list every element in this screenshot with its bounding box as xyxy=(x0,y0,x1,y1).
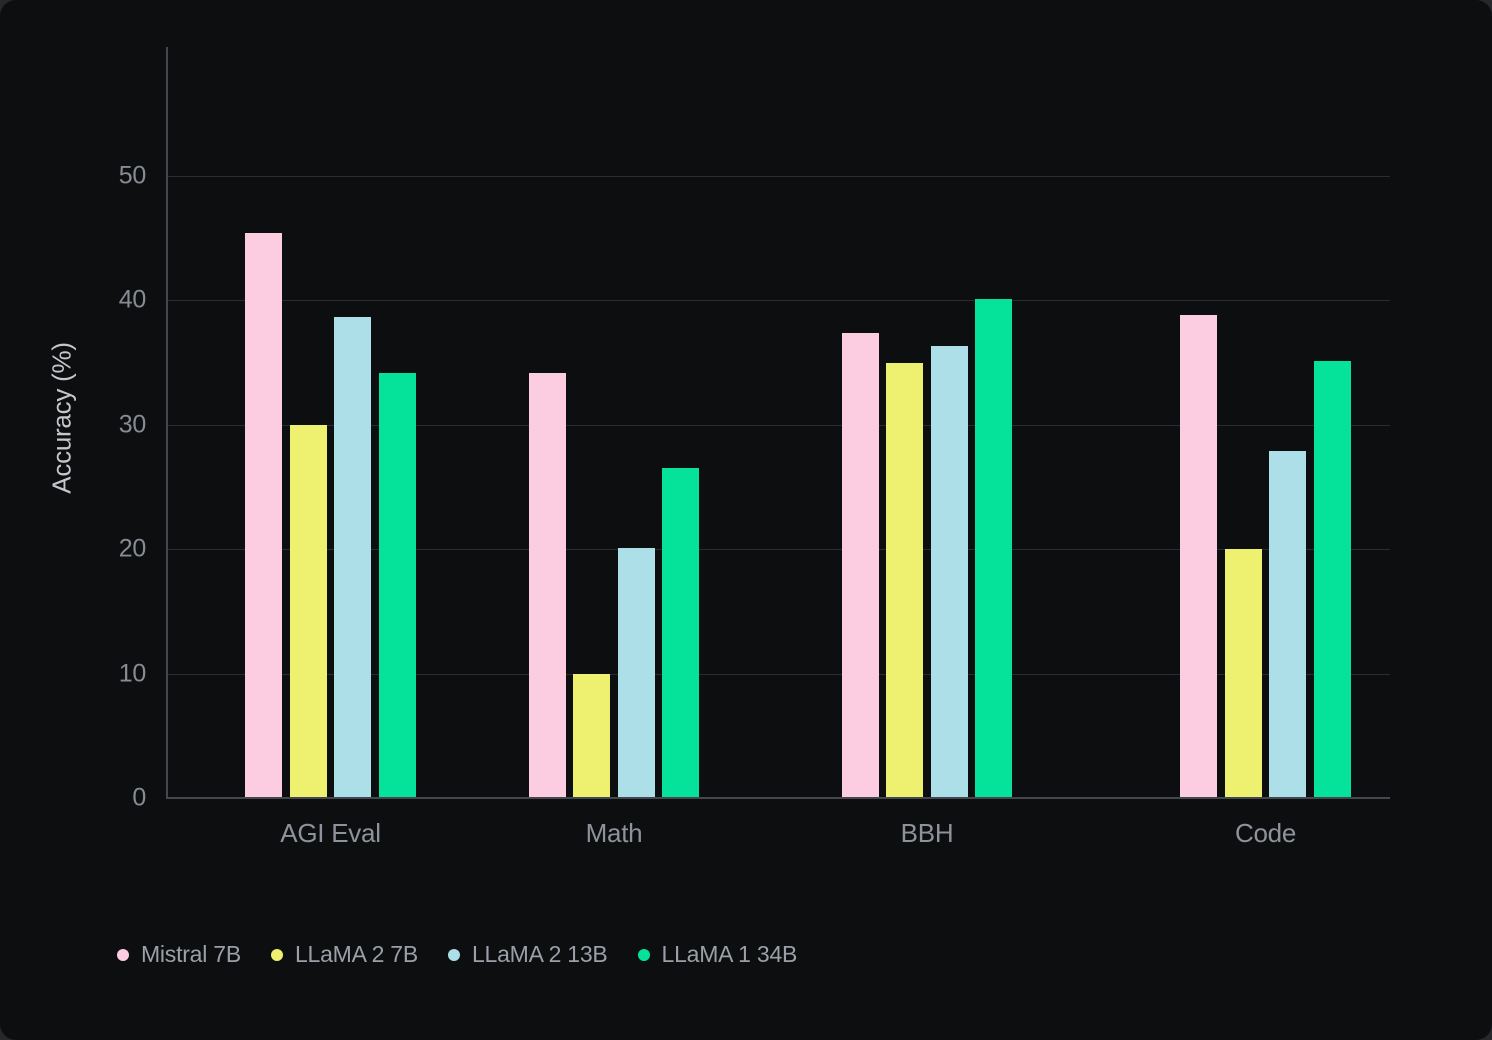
x-axis-label: AGI Eval xyxy=(280,818,381,848)
x-axis-label: Math xyxy=(585,818,643,848)
legend-item-llama-2-13b[interactable]: LLaMA 2 13B xyxy=(447,941,608,968)
legend-dot-icon xyxy=(117,948,129,961)
legend-dot-icon xyxy=(270,948,283,961)
bar-llama-1-34b-agi-eval xyxy=(378,372,416,798)
legend-label: LLaMA 2 13B xyxy=(471,941,608,967)
legend-item-llama-1-34b[interactable]: LLaMA 1 34B xyxy=(637,941,798,968)
gridline xyxy=(166,300,1390,302)
gridline xyxy=(166,176,1390,177)
legend-label: LLaMA 2 7B xyxy=(294,941,418,967)
bar-llama-2-13b-code xyxy=(1269,450,1307,798)
bar-mistral-7b-math xyxy=(528,372,566,798)
bar-llama-2-13b-agi-eval xyxy=(334,316,372,798)
bar-mistral-7b-bbh xyxy=(841,332,879,798)
gridline xyxy=(166,424,1390,426)
bar-llama-2-7b-bbh xyxy=(886,362,924,798)
legend-label: Mistral 7B xyxy=(141,941,241,967)
bar-llama-2-7b-math xyxy=(573,673,611,798)
gridline xyxy=(166,673,1390,675)
x-axis-label: BBH xyxy=(900,818,954,848)
y-axis-line xyxy=(166,47,168,798)
x-axis-line xyxy=(166,797,1390,799)
y-tick-label: 0 xyxy=(132,783,146,812)
bar-llama-1-34b-code xyxy=(1313,361,1351,798)
legend-label: LLaMA 1 34B xyxy=(661,941,798,967)
bar-llama-2-7b-code xyxy=(1224,549,1262,798)
bar-llama-2-13b-bbh xyxy=(930,346,968,798)
y-tick-label: 50 xyxy=(118,161,147,190)
legend-dot-icon xyxy=(637,948,650,961)
legend: Mistral 7B LLaMA 2 7B LLaMA 2 13B LLaMA 1 3… xyxy=(117,941,797,968)
bar-llama-1-34b-bbh xyxy=(975,299,1013,798)
y-tick-label: 40 xyxy=(118,285,147,314)
bar-mistral-7b-agi-eval xyxy=(245,233,283,798)
legend-dot-icon xyxy=(447,948,460,961)
y-tick-label: 10 xyxy=(118,659,147,688)
bar-llama-1-34b-math xyxy=(662,468,700,798)
y-axis-title: Accuracy (%) xyxy=(46,342,77,494)
legend-item-mistral-7b[interactable]: Mistral 7B xyxy=(117,941,241,968)
y-tick-label: 30 xyxy=(118,410,147,439)
bar-llama-2-7b-agi-eval xyxy=(289,424,327,798)
y-tick-label: 20 xyxy=(118,534,147,563)
bar-mistral-7b-code xyxy=(1180,315,1218,798)
gridline xyxy=(166,549,1390,551)
bar-llama-2-13b-math xyxy=(617,548,655,798)
x-axis-label: Code xyxy=(1234,818,1297,848)
legend-item-llama-2-7b[interactable]: LLaMA 2 7B xyxy=(270,941,418,968)
